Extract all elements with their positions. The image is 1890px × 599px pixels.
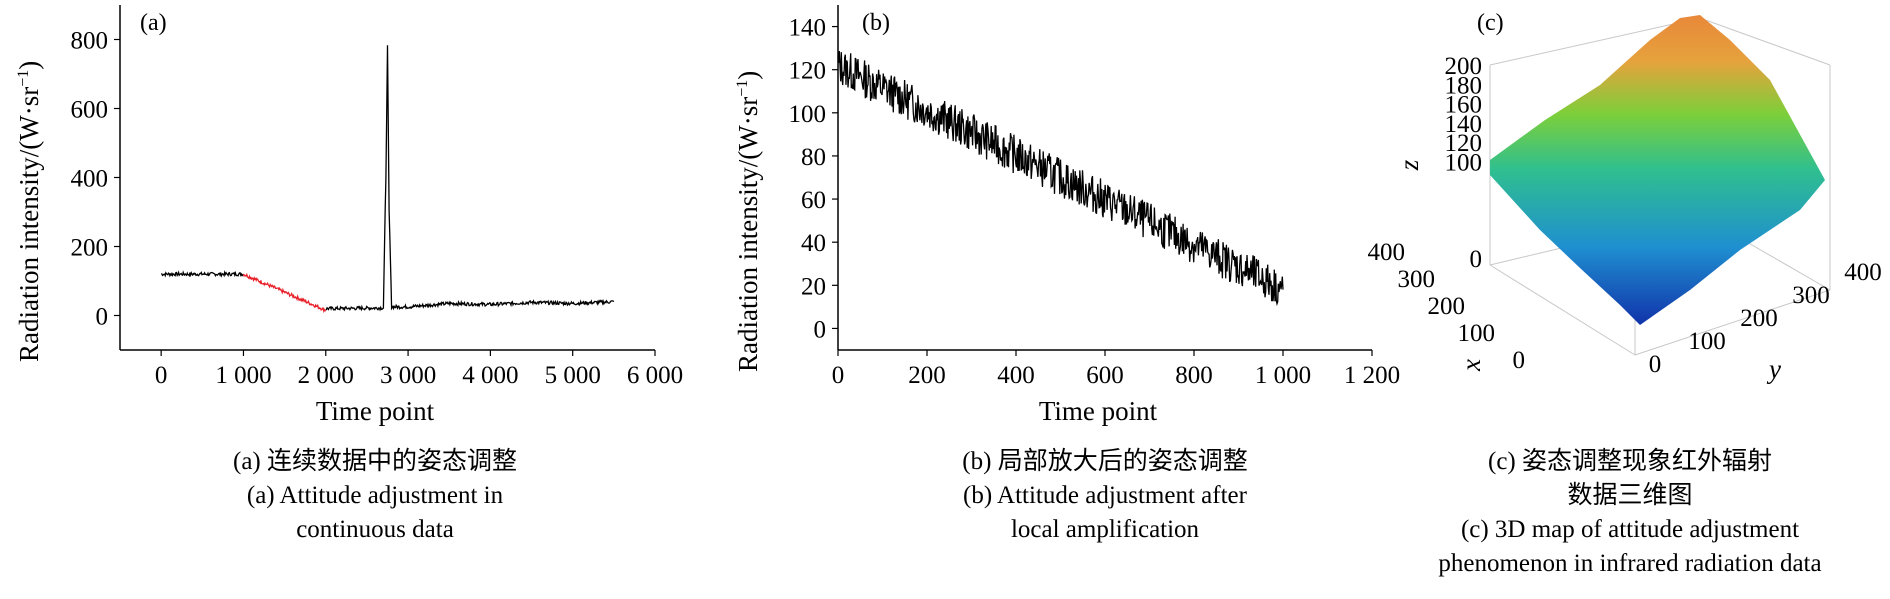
x-axis-label: x (1456, 359, 1486, 372)
panel-b-ticks: 0 200 400 600 800 1 000 1 200 0 20 40 60 80 100 120 14… (789, 15, 1401, 389)
caption-b-en2: local amplification (1010, 516, 1200, 543)
caption-c-en2: phenomenon in infrared radiation data (1438, 550, 1822, 577)
panel-c-label: (c) (1477, 10, 1504, 36)
x-tick-label: 0 (1513, 347, 1526, 374)
y-axis-label: y (1766, 354, 1781, 384)
z-axis-label: z (1394, 159, 1424, 171)
caption-c-cn2: 数据三维图 (1567, 482, 1693, 509)
panel-b-y-tick-label: 80 (801, 144, 826, 171)
surface-3d (1490, 15, 1825, 325)
y-tick-label: 200 (1740, 305, 1778, 332)
caption-c-en1: (c) 3D map of attitude adjustment (1460, 516, 1800, 543)
y-tick-label: 0 (1649, 351, 1662, 378)
panel-b-y-tick-label: 40 (801, 230, 826, 257)
panel-b-y-tick-label: 0 (814, 316, 827, 343)
chart-panel-b: (b) 0 200 400 600 800 1 000 1 200 0 20 40 60 80 100 1… (733, 5, 1400, 426)
x-tick-label: 300 (1398, 266, 1436, 293)
panel-b-axes (837, 5, 1372, 351)
panel-b-y-tick-label: 60 (801, 187, 826, 214)
panel-a-y-tick-label: 200 (71, 235, 109, 262)
caption-c: (c) 姿态调整现象红外辐射 数据三维图 (c) 3D map of attit… (1370, 445, 1890, 581)
panel-b-y-tick-label: 100 (789, 101, 827, 128)
panel-a-x-tick-label: 0 (155, 362, 168, 389)
panel-a-series-line-steady (160, 269, 244, 278)
panel-a-x-tick-label: 1 000 (215, 362, 271, 389)
panel-a-series-line-after (325, 45, 615, 312)
x-tick-label: 400 (1368, 239, 1406, 266)
panel-a-x-tick-label: 2 000 (298, 362, 354, 389)
z-tick-label: 180 (1445, 72, 1483, 99)
panel-b-x-tick-label: 800 (1175, 362, 1213, 389)
x-tick-label: 200 (1428, 293, 1466, 320)
panel-b-y-tick-label: 140 (789, 15, 827, 42)
panel-a-x-tick-label: 4 000 (462, 362, 518, 389)
panel-b-y-tick-label: 20 (801, 273, 826, 300)
panel-a-x-tick-label: 5 000 (545, 362, 601, 389)
chart-panel-c: (c) 010012014016018020001002003004000100… (1368, 10, 1882, 384)
z-tick-label: 120 (1445, 130, 1483, 157)
y-tick-label: 300 (1792, 282, 1830, 309)
chart-panel-a: (a) 0 1 000 2 000 3 000 4 000 5 000 6 000 0 200 4… (14, 5, 683, 426)
caption-b-cn: (b) 局部放大后的姿态调整 (962, 448, 1248, 475)
panel-b-series-line-0 (837, 50, 1284, 307)
panel-a-series-line-adjustment (242, 272, 327, 314)
surface-ticks: 0100120140160180200010020030040001002003… (1368, 53, 1882, 378)
caption-a: (a) 连续数据中的姿态调整 (a) Attitude adjustment i… (175, 445, 575, 547)
panel-a-x-axis-label: Time point (316, 396, 435, 426)
panel-a-x-tick-label: 6 000 (627, 362, 683, 389)
panel-a-y-tick-label: 0 (96, 304, 109, 331)
panel-b-x-tick-label: 200 (908, 362, 946, 389)
z-tick-label: 200 (1445, 53, 1483, 80)
caption-c-cn1: (c) 姿态调整现象红外辐射 (1488, 448, 1772, 475)
caption-b-en1: (b) Attitude adjustment after (963, 482, 1247, 509)
x-tick-label: 100 (1458, 320, 1496, 347)
panel-b-x-tick-label: 0 (832, 362, 845, 389)
panel-b-x-tick-label: 400 (997, 362, 1035, 389)
panel-b-series (837, 50, 1284, 307)
y-tick-label: 100 (1688, 328, 1726, 355)
caption-a-cn: (a) 连续数据中的姿态调整 (233, 448, 517, 475)
panel-b-label: (b) (862, 10, 890, 36)
caption-a-en1: (a) Attitude adjustment in (246, 482, 504, 509)
z-tick-label: 100 (1445, 150, 1483, 177)
panel-a-y-axis-label: Radiation intensity/(W·sr−1) (14, 61, 44, 362)
panel-b-x-tick-label: 1 000 (1255, 362, 1311, 389)
caption-a-en2: continuous data (296, 516, 454, 543)
panel-b-x-tick-label: 1 200 (1344, 362, 1400, 389)
z-tick-label: 160 (1445, 92, 1483, 119)
z-tick-label: 140 (1445, 111, 1483, 138)
panel-a-y-tick-label: 400 (71, 166, 109, 193)
panel-a-y-tick-label: 800 (71, 28, 109, 55)
panel-a-x-tick-label: 3 000 (380, 362, 436, 389)
panel-a-y-tick-label: 600 (71, 97, 109, 124)
panel-b-y-axis-label: Radiation intensity/(W·sr−1) (733, 71, 763, 372)
panel-a-series (160, 45, 615, 314)
y-tick-label: 400 (1844, 259, 1882, 286)
panel-b-x-axis-label: Time point (1039, 396, 1158, 426)
panel-a-ticks: 0 1 000 2 000 3 000 4 000 5 000 6 000 0 200 400 60… (71, 28, 684, 390)
panel-a-label: (a) (140, 10, 167, 36)
z-tick-label: 0 (1470, 246, 1483, 273)
panel-b-y-tick-label: 120 (789, 58, 827, 85)
caption-b: (b) 局部放大后的姿态调整 (b) Attitude adjustment a… (905, 445, 1305, 547)
panel-b-x-tick-label: 600 (1086, 362, 1124, 389)
